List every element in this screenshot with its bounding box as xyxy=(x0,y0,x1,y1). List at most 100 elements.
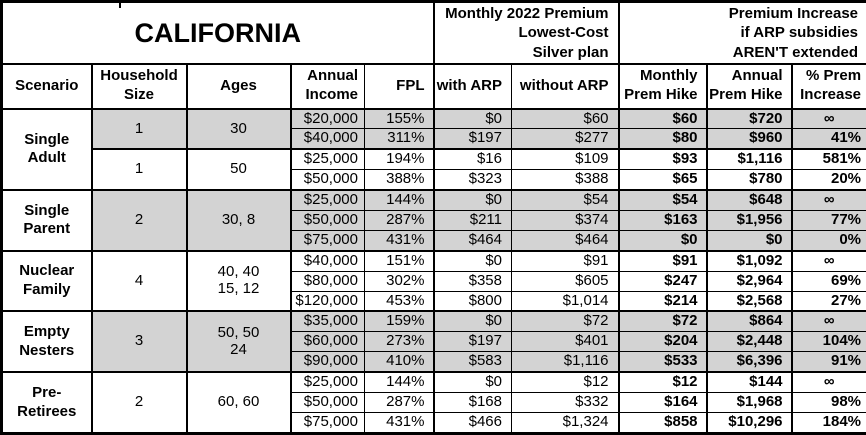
cell-with-arp: $358 xyxy=(432,270,512,292)
cell-monthly-hike: $0 xyxy=(617,229,708,252)
cell-annual-income: $50,000 xyxy=(289,392,365,413)
cell-without-arp: $464 xyxy=(510,229,620,252)
cell-without-arp: $12 xyxy=(510,371,620,394)
cell-fpl: 311% xyxy=(364,128,434,150)
cell-with-arp: $16 xyxy=(432,148,512,171)
cell-monthly-hike: $65 xyxy=(617,169,708,191)
col-header-pct-prem-increase: % Prem Increase xyxy=(790,63,866,110)
cell-fpl: 273% xyxy=(364,331,434,353)
cell-monthly-hike: $533 xyxy=(617,351,708,373)
cell-monthly-hike: $163 xyxy=(617,210,708,231)
cell-boundary-artifact xyxy=(119,0,121,8)
cell-ages: 50, 50 24 xyxy=(185,310,291,373)
cell-with-arp: $466 xyxy=(432,411,512,435)
cell-without-arp: $1,014 xyxy=(510,290,620,312)
cell-without-arp: $605 xyxy=(510,270,620,292)
col-header-without-arp: without ARP xyxy=(510,63,620,110)
cell-fpl: 287% xyxy=(364,210,434,231)
cell-with-arp: $464 xyxy=(432,229,512,252)
cell-household-size: 2 xyxy=(90,371,187,435)
cell-fpl: 287% xyxy=(364,392,434,413)
cell-household-size: 1 xyxy=(90,107,187,150)
cell-annual-income: $80,000 xyxy=(289,270,365,292)
cell-pct-increase: 77% xyxy=(790,210,866,231)
cell-fpl: 194% xyxy=(364,148,434,171)
cell-monthly-hike: $54 xyxy=(617,189,708,212)
cell-monthly-hike: $214 xyxy=(617,290,708,312)
cell-household-size: 4 xyxy=(90,249,187,312)
col-header-fpl: FPL xyxy=(364,63,434,110)
scenario-label: Nuclear Family xyxy=(1,249,92,312)
cell-annual-hike: $720 xyxy=(705,107,793,130)
cell-monthly-hike: $164 xyxy=(617,392,708,413)
cell-monthly-hike: $247 xyxy=(617,270,708,292)
cell-annual-hike: $1,092 xyxy=(705,249,793,272)
cell-fpl: 159% xyxy=(364,310,434,333)
cell-pct-increase: ∞ xyxy=(790,310,866,333)
cell-pct-increase: ∞ xyxy=(790,107,866,130)
cell-with-arp: $168 xyxy=(432,392,512,413)
cell-pct-increase: 98% xyxy=(790,392,866,413)
cell-monthly-hike: $91 xyxy=(617,249,708,272)
cell-annual-hike: $1,968 xyxy=(705,392,793,413)
cell-without-arp: $277 xyxy=(510,128,620,150)
cell-annual-hike: $0 xyxy=(705,229,793,252)
cell-ages: 40, 40 15, 12 xyxy=(185,249,291,312)
cell-without-arp: $1,116 xyxy=(510,351,620,373)
col-header-with-arp: with ARP xyxy=(432,63,512,110)
cell-pct-increase: 0% xyxy=(790,229,866,252)
cell-fpl: 431% xyxy=(364,411,434,435)
cell-annual-income: $40,000 xyxy=(289,128,365,150)
scenario-label: Empty Nesters xyxy=(1,310,92,373)
cell-without-arp: $332 xyxy=(510,392,620,413)
cell-pct-increase: 41% xyxy=(790,128,866,150)
cell-pct-increase: 20% xyxy=(790,169,866,191)
cell-with-arp: $0 xyxy=(432,371,512,394)
cell-pct-increase: 91% xyxy=(790,351,866,373)
cell-annual-income: $35,000 xyxy=(289,310,365,333)
cell-annual-hike: $1,116 xyxy=(705,148,793,171)
cell-with-arp: $211 xyxy=(432,210,512,231)
cell-pct-increase: 581% xyxy=(790,148,866,171)
cell-monthly-hike: $204 xyxy=(617,331,708,353)
cell-annual-income: $40,000 xyxy=(289,249,365,272)
cell-annual-hike: $960 xyxy=(705,128,793,150)
cell-ages: 50 xyxy=(185,148,291,191)
col-group-header-premium-increase: Premium Increase if ARP subsidies AREN'T… xyxy=(617,1,866,65)
cell-pct-increase: ∞ xyxy=(790,189,866,212)
cell-without-arp: $109 xyxy=(510,148,620,171)
cell-without-arp: $91 xyxy=(510,249,620,272)
cell-annual-income: $50,000 xyxy=(289,169,365,191)
cell-ages: 30 xyxy=(185,107,291,150)
cell-pct-increase: 27% xyxy=(790,290,866,312)
scenario-label: Single Adult xyxy=(1,107,92,191)
cell-fpl: 453% xyxy=(364,290,434,312)
cell-pct-increase: 184% xyxy=(790,411,866,435)
cell-without-arp: $374 xyxy=(510,210,620,231)
cell-fpl: 410% xyxy=(364,351,434,373)
col-header-monthly-prem-hike: Monthly Prem Hike xyxy=(617,63,708,110)
cell-annual-income: $25,000 xyxy=(289,189,365,212)
cell-fpl: 144% xyxy=(364,371,434,394)
cell-with-arp: $197 xyxy=(432,331,512,353)
scenario-label: Pre-Retirees xyxy=(1,371,92,435)
col-header-ages: Ages xyxy=(185,63,291,110)
cell-fpl: 302% xyxy=(364,270,434,292)
table-title: CALIFORNIA xyxy=(1,1,434,65)
cell-with-arp: $0 xyxy=(432,310,512,333)
cell-annual-income: $50,000 xyxy=(289,210,365,231)
cell-with-arp: $0 xyxy=(432,189,512,212)
cell-with-arp: $0 xyxy=(432,107,512,130)
cell-fpl: 151% xyxy=(364,249,434,272)
cell-annual-hike: $648 xyxy=(705,189,793,212)
cell-pct-increase: 104% xyxy=(790,331,866,353)
cell-annual-income: $75,000 xyxy=(289,229,365,252)
col-header-annual-prem-hike: Annual Prem Hike xyxy=(705,63,793,110)
cell-annual-income: $25,000 xyxy=(289,371,365,394)
col-group-header-2022-premium: Monthly 2022 Premium Lowest-Cost Silver … xyxy=(432,1,620,65)
cell-household-size: 3 xyxy=(90,310,187,373)
cell-annual-hike: $10,296 xyxy=(705,411,793,435)
cell-without-arp: $388 xyxy=(510,169,620,191)
